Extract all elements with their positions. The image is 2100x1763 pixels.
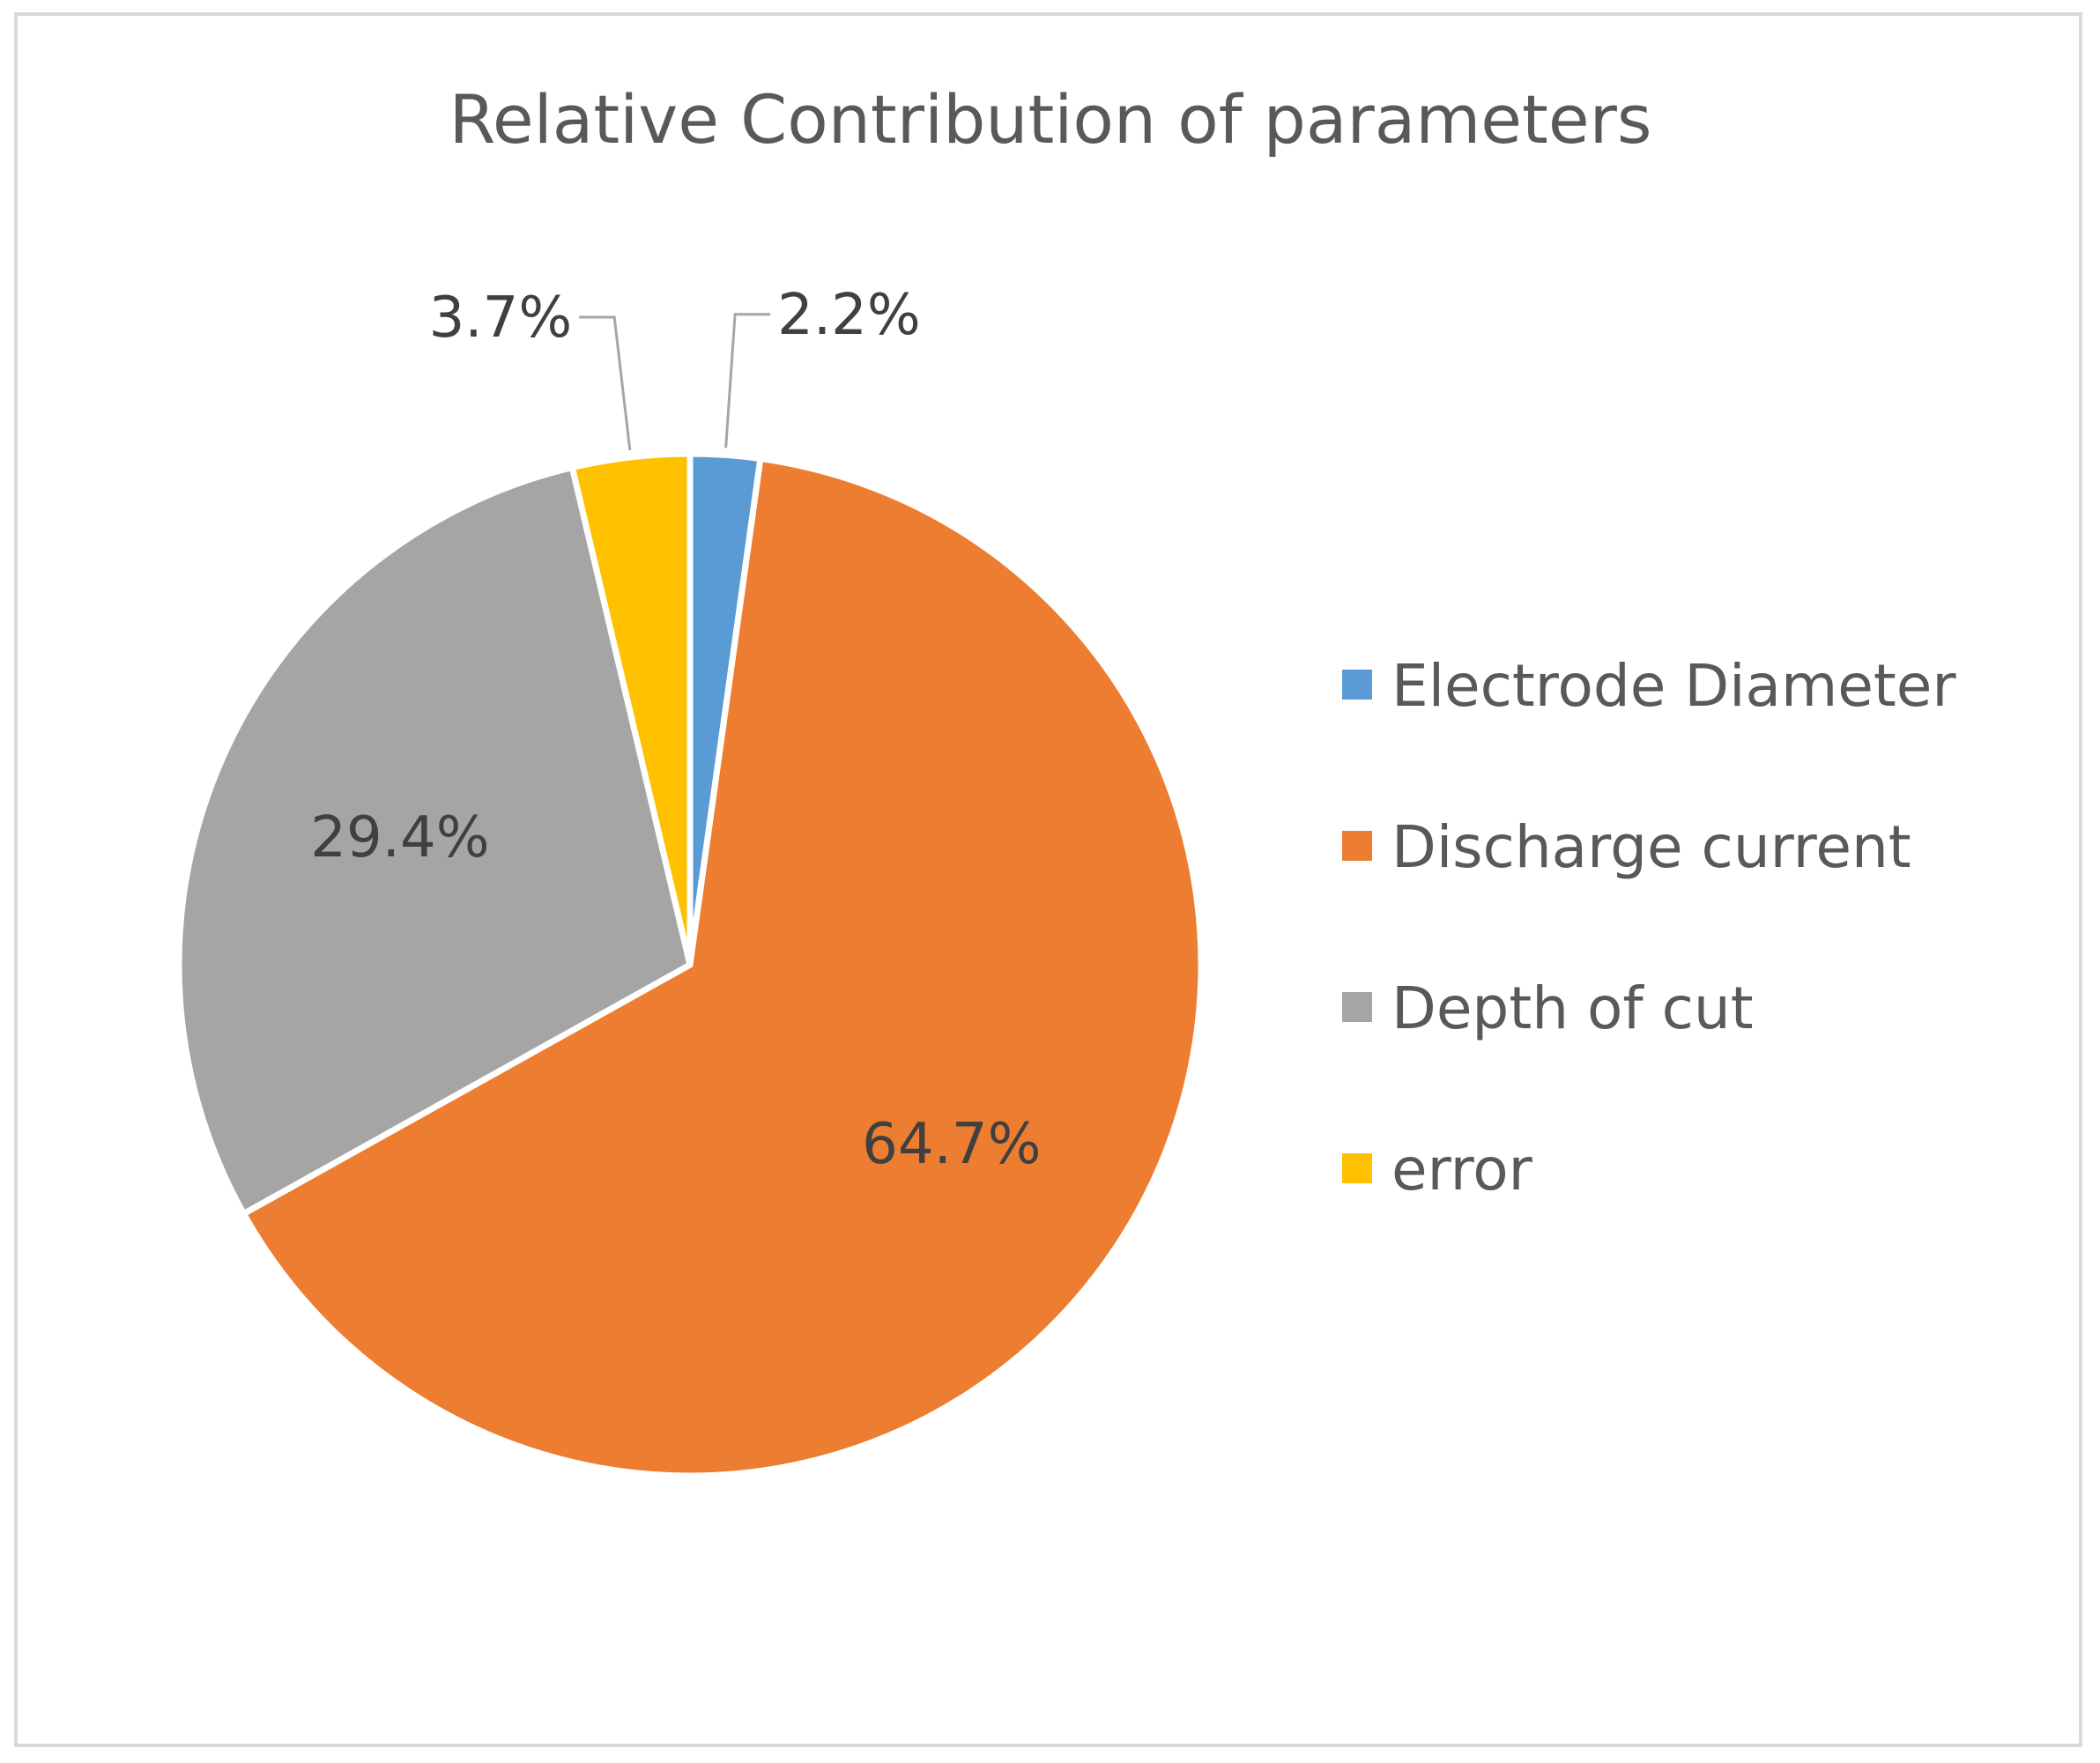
data-label-discharge-current: 64.7%: [862, 1112, 1041, 1177]
leader-lines: [579, 313, 771, 451]
data-label-depth-of-cut: 29.4%: [310, 805, 489, 870]
legend: Electrode Diameter Discharge current Depth…: [1342, 652, 1956, 1204]
data-label-electrode-diameter: 2.2%: [777, 283, 921, 348]
chart-title: Relative Contribution of parameters: [449, 80, 1652, 159]
data-label-error: 3.7%: [429, 285, 573, 351]
pie-slice-error: [568, 450, 694, 968]
leader-line-electrode-diameter: [724, 313, 771, 448]
legend-label-depth-of-cut: Depth of cut: [1391, 974, 1754, 1042]
legend-label-error: error: [1391, 1136, 1533, 1204]
pie-slice-depth-of-cut: [175, 464, 694, 1218]
legend-swatch-depth-of-cut: [1342, 992, 1372, 1022]
legend-swatch-error: [1342, 1153, 1372, 1183]
legend-label-discharge-current: Discharge current: [1391, 813, 1911, 881]
pie-slice-discharge-current: [241, 456, 1205, 1479]
data-labels: 2.2% 64.7% 29.4% 3.7%: [310, 283, 1041, 1177]
leader-line-error: [579, 315, 632, 451]
legend-swatch-discharge-current: [1342, 831, 1372, 861]
legend-label-electrode-diameter: Electrode Diameter: [1391, 652, 1956, 720]
legend-swatch-electrode-diameter: [1342, 670, 1372, 700]
pie-slices: [175, 450, 1205, 1479]
